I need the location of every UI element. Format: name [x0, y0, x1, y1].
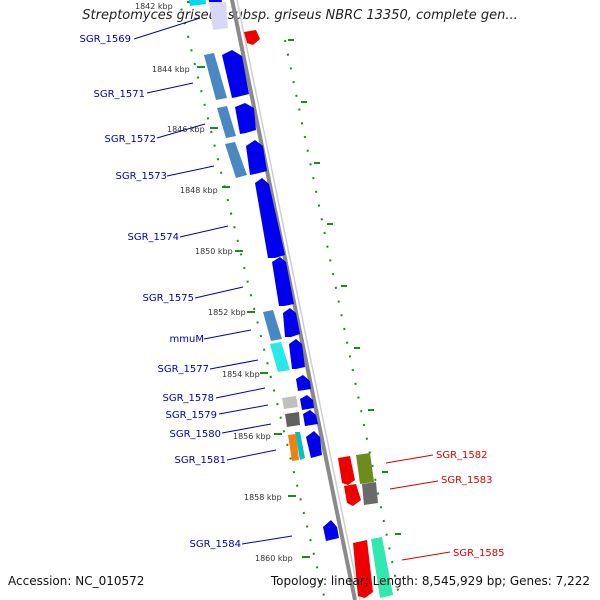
gene-label-sgr-1575: SGR_1575: [143, 293, 195, 304]
gene-arrow: [300, 395, 314, 410]
gene-arrow: [323, 520, 339, 541]
gene-arrow: [255, 178, 285, 258]
gene-arrow: [353, 540, 373, 598]
gene-label-sgr-1573: SGR_1573: [116, 171, 168, 182]
gene-block-olive: [356, 453, 374, 484]
kbp-label: 1842 kbp: [135, 2, 173, 11]
kbp-label: 1848 kbp: [180, 186, 218, 195]
reverse-genes: [244, 30, 373, 598]
gene-arrow: [272, 257, 294, 306]
gene-label-sgr-1580: SGR_1580: [170, 429, 222, 440]
gene-block-grey: [282, 396, 298, 409]
gene-block: [263, 310, 282, 341]
gene-arrow: [296, 375, 311, 391]
gene-label-sgr-1582: SGR_1582: [436, 450, 488, 461]
kbp-label: 1858 kbp: [244, 493, 282, 502]
right-major-ticks: [288, 39, 401, 535]
kbp-label: 1860 kbp: [255, 554, 293, 563]
gene-label-sgr-1581: SGR_1581: [175, 455, 227, 466]
right-connector-lines: [385, 454, 451, 561]
right-track-guide: [284, 39, 401, 600]
gene-block: [270, 342, 290, 372]
forward-genes: [208, 0, 339, 541]
left-connector-lines: [133, 17, 293, 545]
kbp-label: 1844 kbp: [152, 65, 190, 74]
kbp-label: 1850 kbp: [195, 247, 233, 256]
gene-label-sgr-1583: SGR_1583: [441, 475, 493, 486]
gene-arrow: [222, 50, 249, 98]
gene-arrow: [344, 484, 361, 506]
gene-label-sgr-1585: SGR_1585: [453, 548, 505, 559]
gene-label-sgr-1569: SGR_1569: [80, 34, 132, 45]
gene-block: [204, 53, 227, 100]
gene-arrow: [244, 30, 260, 45]
gene-block-grey-right: [362, 482, 378, 505]
kbp-label: 1852 kbp: [208, 308, 246, 317]
kbp-label: 1854 kbp: [222, 370, 260, 379]
gene-block: [295, 432, 305, 460]
kbp-label: 1856 kbp: [233, 432, 271, 441]
gene-label-mmum: mmuM: [170, 334, 204, 345]
gene-arrow: [306, 431, 322, 458]
gene-arrow: [235, 103, 256, 134]
left-gene-labels: SGR_1569 SGR_1571 SGR_1572 SGR_1573 SGR_…: [80, 34, 242, 550]
topology-text: Topology: linear; Length: 8,545,929 bp; …: [270, 574, 590, 588]
gene-label-sgr-1577: SGR_1577: [158, 364, 210, 375]
gene-block: [217, 106, 236, 138]
gene-arrow: [303, 410, 318, 426]
gene-arrow: [283, 308, 300, 337]
gene-arrow: [289, 339, 305, 369]
gene-label-sgr-1584: SGR_1584: [190, 539, 242, 550]
gene-arrow-faded: [209, 2, 228, 30]
steel-blue-genes: [204, 53, 282, 341]
right-gene-labels: SGR_1582 SGR_1583 SGR_1585: [436, 450, 505, 559]
gene-block-orange: [288, 434, 299, 461]
gene-label-sgr-1571: SGR_1571: [94, 89, 146, 100]
gene-block: [371, 537, 393, 598]
gene-block: [188, 0, 206, 6]
gene-arrow: [246, 140, 267, 175]
gene-label-sgr-1574: SGR_1574: [128, 232, 180, 243]
gene-label-sgr-1579: SGR_1579: [166, 410, 218, 421]
map-title: Streptomyces griseus subsp. griseus NBRC…: [82, 8, 518, 23]
backbone-highlight: [236, 0, 361, 600]
gene-block: [225, 142, 247, 178]
accession-text: Accession: NC_010572: [8, 574, 145, 588]
gene-label-sgr-1572: SGR_1572: [105, 134, 157, 145]
genome-backbone: [229, 0, 357, 600]
gene-label-sgr-1578: SGR_1578: [163, 393, 215, 404]
left-track-guide: [178, 0, 326, 600]
gene-arrow: [208, 0, 222, 2]
gene-arrow: [338, 456, 355, 485]
gene-block-dark-grey: [285, 412, 300, 427]
cyan-genes: [188, 0, 393, 598]
